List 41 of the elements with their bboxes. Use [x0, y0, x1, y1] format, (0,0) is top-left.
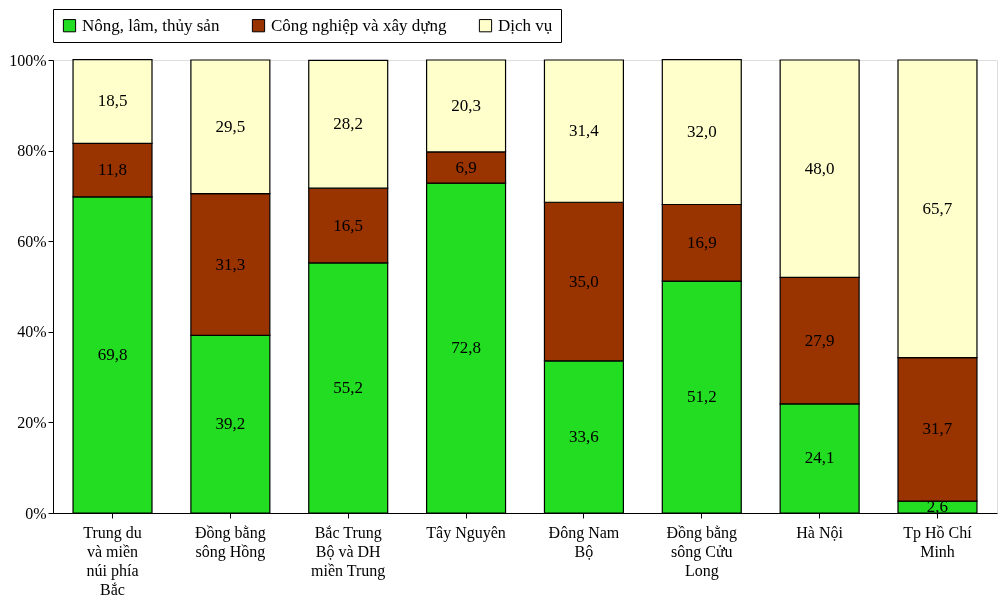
y-tick-label: 20% [17, 413, 47, 431]
x-tick-label: Bắc Trung Bộ và DH miền Trung [311, 523, 386, 580]
data-label: 31,7 [922, 419, 953, 439]
data-label: 16,9 [686, 232, 717, 252]
data-label: 11,8 [97, 160, 128, 180]
data-label: 32,0 [686, 122, 717, 142]
data-label: 72,8 [451, 338, 481, 358]
x-tick-label: Đông Nam Bộ [548, 523, 620, 560]
legend-label: Công nghiệp và xây dựng [271, 15, 447, 35]
x-tick-label: Tây Nguyên [426, 523, 506, 542]
data-label: 33,6 [569, 426, 599, 446]
y-tick-label: 100% [9, 51, 47, 69]
data-label: 65,7 [922, 198, 953, 218]
data-label: 29,5 [215, 116, 246, 136]
data-label: 24,1 [804, 448, 835, 468]
legend-label: Dịch vụ [498, 15, 553, 35]
data-label: 51,2 [686, 387, 717, 407]
data-label: 2,6 [926, 497, 949, 517]
x-tick-label: Trung du và miền núi phía Bắc [83, 523, 142, 598]
data-label: 16,5 [333, 215, 364, 235]
data-label: 27,9 [804, 330, 835, 350]
data-label: 28,2 [333, 114, 364, 134]
x-tick-label: Tp Hồ Chí Minh [903, 523, 973, 560]
y-tick-label: 60% [17, 232, 47, 250]
data-label: 69,8 [97, 344, 128, 364]
data-label: 35,0 [569, 271, 599, 291]
y-tick-label: 0% [25, 504, 47, 522]
data-label: 55,2 [333, 377, 364, 397]
data-label: 39,2 [215, 414, 246, 434]
data-label: 18,5 [97, 91, 128, 111]
y-tick-label: 80% [17, 142, 47, 160]
y-tick-label: 40% [17, 323, 47, 341]
data-label: 6,9 [455, 157, 477, 177]
data-label: 20,3 [451, 95, 481, 115]
x-tick-label: Đồng bằng sông Hồng [195, 523, 266, 561]
legend-label: Nông, lâm, thủy sản [82, 15, 220, 35]
data-label: 31,3 [215, 254, 246, 274]
x-tick-label: Hà Nội [796, 523, 844, 541]
x-tick-label: Đồng bằng sông Cửu Long [666, 523, 738, 580]
data-label: 31,4 [569, 121, 600, 141]
data-label: 48,0 [804, 158, 835, 178]
